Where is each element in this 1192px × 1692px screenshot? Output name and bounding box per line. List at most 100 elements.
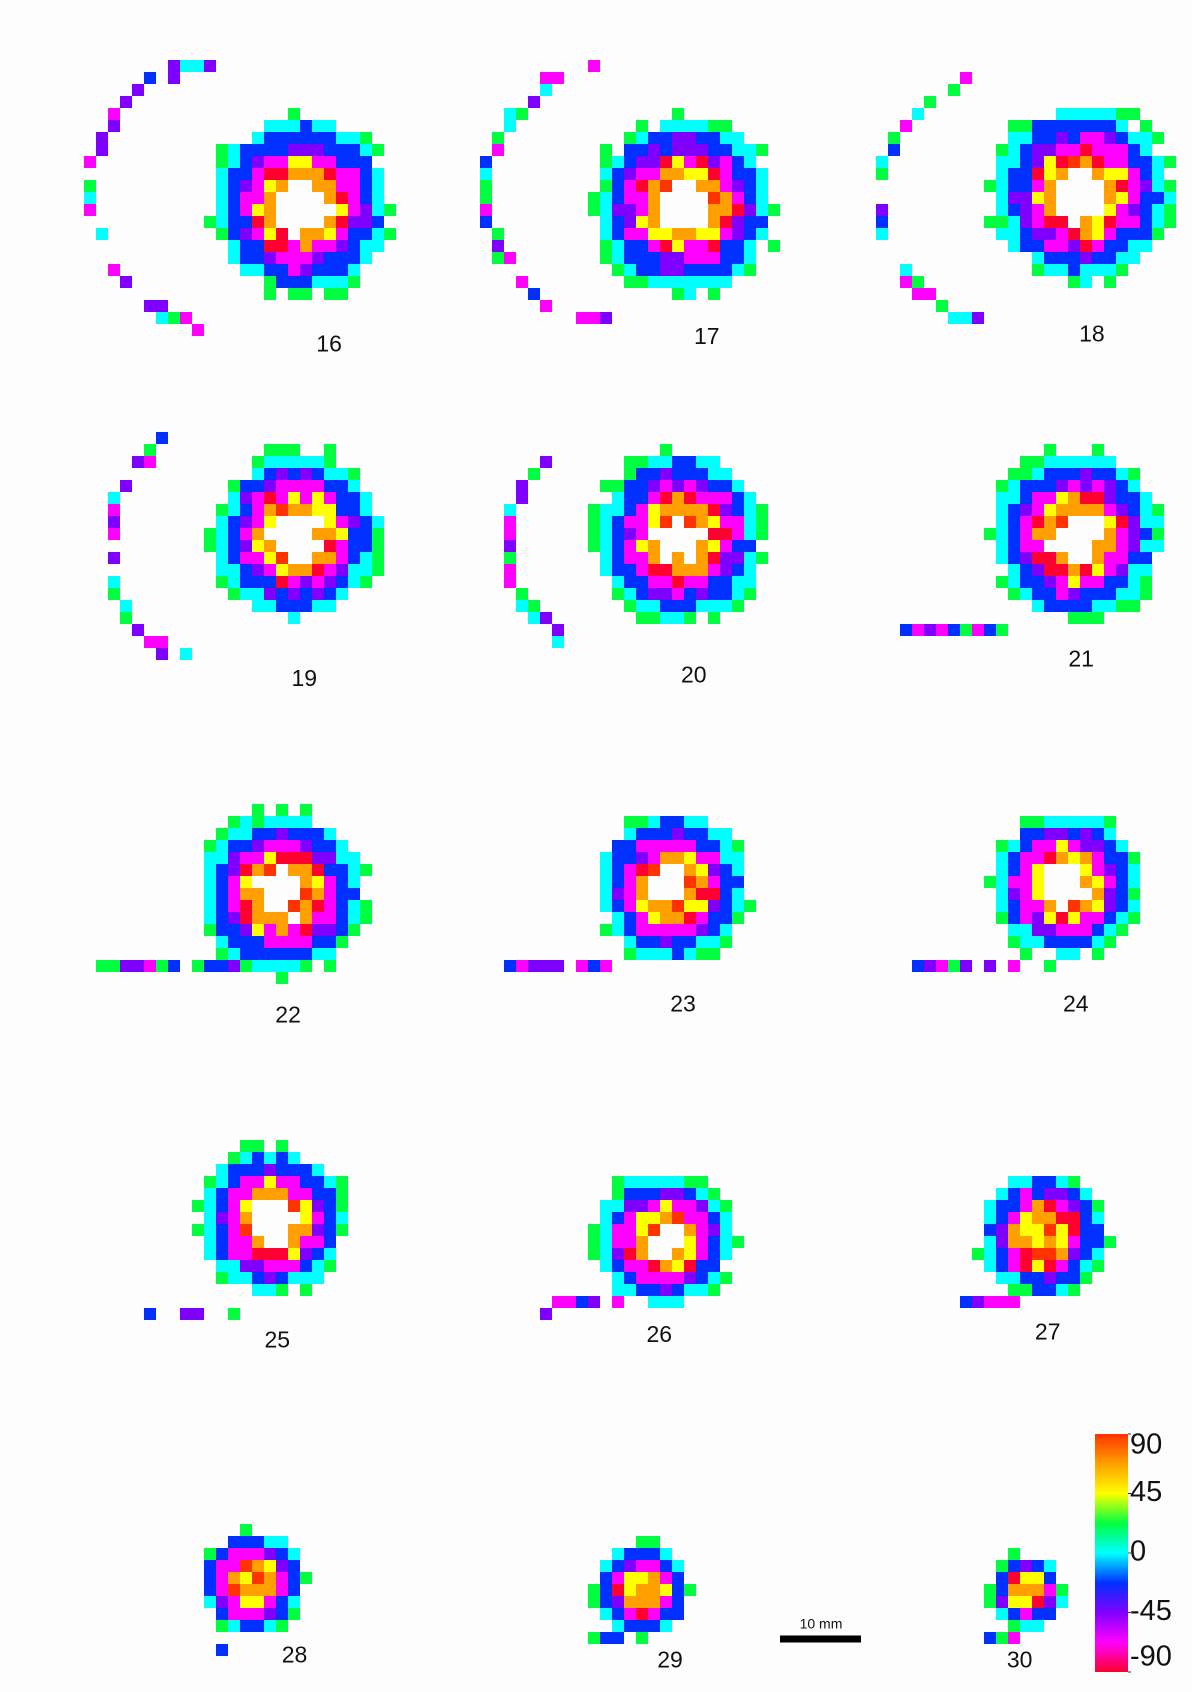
pixel [708,1260,720,1272]
pixel [1116,876,1128,888]
pixel [1056,1176,1068,1188]
pixel [96,960,108,972]
pixel [684,1176,696,1188]
pixel [636,924,648,936]
pixel [732,912,744,924]
pixel [600,852,612,864]
pixel [708,456,720,468]
pixel [228,516,240,528]
pixel [192,1308,204,1320]
pixel [696,264,708,276]
pixel [1068,108,1080,120]
pixel [312,240,324,252]
pixel [1152,216,1164,228]
pixel [1140,132,1152,144]
pixel [288,600,300,612]
pixel [732,264,744,276]
pixel [204,1596,216,1608]
pixel [168,312,180,324]
pixel [648,588,660,600]
pixel [1104,216,1116,228]
pixel [1104,1236,1116,1248]
pixel [216,216,228,228]
pixel [1008,228,1020,240]
pixel [1044,204,1056,216]
pixel [264,1560,276,1572]
pixel [1008,1200,1020,1212]
pixel [612,1212,624,1224]
pixel [1008,1188,1020,1200]
pixel [144,1308,156,1320]
pixel [996,1596,1008,1608]
pixel [1008,588,1020,600]
pixel [1056,1236,1068,1248]
pixel [660,924,672,936]
pixel [684,132,696,144]
pixel [708,468,720,480]
pixel [588,1248,600,1260]
pixel [264,144,276,156]
pixel [348,468,360,480]
pixel [252,264,264,276]
pixel [672,264,684,276]
pixel [708,1212,720,1224]
pixel [708,504,720,516]
pixel [684,576,696,588]
pixel [1056,948,1068,960]
pixel [372,228,384,240]
pixel [648,540,660,552]
pixel [120,960,132,972]
pixel [288,1548,300,1560]
pixel [312,864,324,876]
pixel [636,1248,648,1260]
pixel [84,180,96,192]
pixel [240,1224,252,1236]
pixel [252,144,264,156]
pixel [1020,948,1032,960]
pixel [696,228,708,240]
pixel [324,924,336,936]
pixel [252,204,264,216]
pixel [288,936,300,948]
pixel [876,228,888,240]
pixel [276,492,288,504]
pixel [276,156,288,168]
pixel [696,828,708,840]
pixel [1104,456,1116,468]
pixel [624,1188,636,1200]
pixel [648,852,660,864]
pixel [276,1272,288,1284]
pixel [240,1596,252,1608]
pixel [612,1200,624,1212]
pixel [672,492,684,504]
pixel [288,1272,300,1284]
pixel [288,456,300,468]
pixel [720,552,732,564]
pixel [1056,600,1068,612]
pixel [1092,576,1104,588]
pixel [636,180,648,192]
pixel [276,1572,288,1584]
pixel [1020,852,1032,864]
pixel [936,624,948,636]
pixel [696,156,708,168]
pixel [1080,924,1092,936]
pixel [1140,576,1152,588]
pixel [228,504,240,516]
pixel [1116,840,1128,852]
pixel [648,492,660,504]
pixel [912,276,924,288]
pixel [624,852,636,864]
pixel [672,108,684,120]
pixel [660,1260,672,1272]
pixel [648,936,660,948]
pixel [876,156,888,168]
pixel [504,528,516,540]
pixel [612,1596,624,1608]
pixel [216,144,228,156]
pixel [312,876,324,888]
pixel [1032,1248,1044,1260]
pixel [1008,468,1020,480]
pixel [1080,264,1092,276]
pixel [672,120,684,132]
